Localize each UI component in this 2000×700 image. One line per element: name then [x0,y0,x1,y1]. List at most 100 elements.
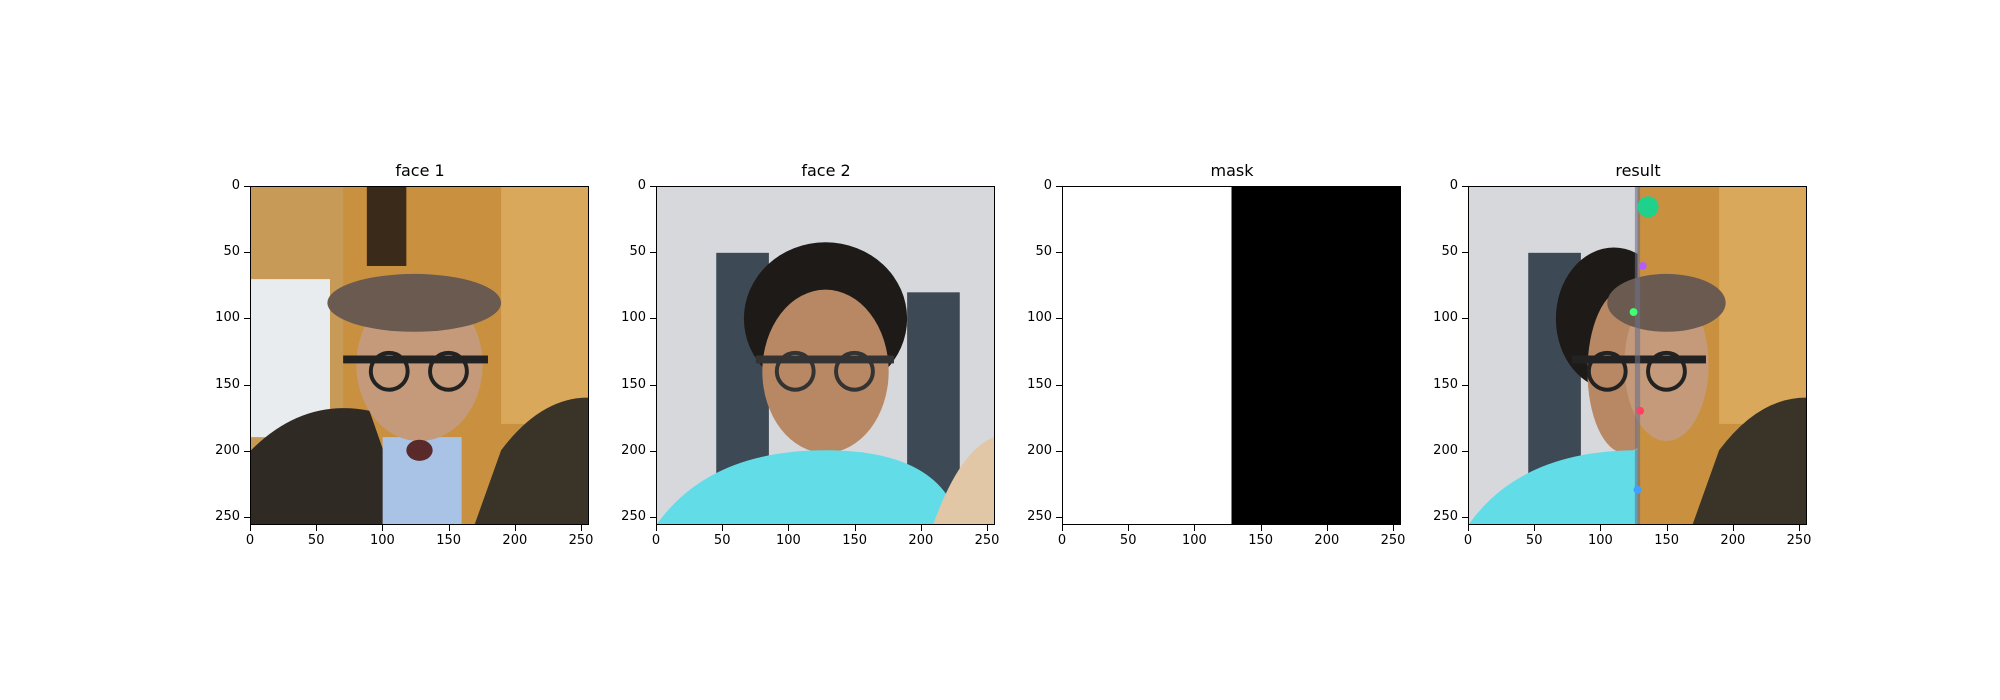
x-tick-label: 250 [1380,533,1406,548]
x-tick-label: 200 [908,533,934,548]
x-tick-label: 150 [842,533,868,548]
image-mask [1062,186,1401,525]
y-tick-mark [1462,384,1468,386]
y-tick-mark [1056,318,1062,320]
panel-title-face2: face 2 [801,161,851,180]
x-tick-mark [1326,525,1328,531]
x-tick-label: 100 [370,533,395,548]
y-tick-mark [650,252,656,254]
y-tick-label: 150 [215,376,240,392]
y-tick-mark [1056,384,1062,386]
y-tick-mark [1462,318,1468,320]
x-tick-label: 50 [1525,533,1543,548]
x-tick-mark [1468,525,1469,531]
x-tick-label: 50 [713,533,731,548]
x-tick-mark [448,525,450,531]
x-tick-label: 100 [1182,533,1207,548]
y-tick-label: 0 [1043,178,1052,193]
x-tick-label: 0 [651,533,661,548]
x-tick-mark [1260,525,1262,531]
y-tick-mark [1056,252,1062,254]
x-tick-label: 200 [1720,533,1746,548]
x-tick-label: 0 [245,533,255,548]
y-tick-mark [1462,252,1468,254]
x-tick-mark [250,525,251,531]
x-tick-label: 150 [436,533,462,548]
image-face2 [656,186,995,525]
y-tick-label: 200 [1027,442,1052,458]
y-tick-mark [1462,450,1468,452]
y-tick-label: 0 [231,178,240,193]
y-tick-label: 200 [1433,442,1458,458]
y-tick-mark [1056,450,1062,452]
y-tick-label: 250 [215,509,240,525]
y-tick-mark [650,384,656,386]
x-tick-mark [1534,525,1536,531]
y-tick-mark [650,517,656,519]
x-tick-mark [1194,525,1196,531]
y-tick-mark [244,384,250,386]
x-tick-mark [788,525,790,531]
y-tick-label: 100 [215,310,240,326]
x-tick-mark [987,525,989,531]
y-tick-mark [244,186,250,187]
panel-title-result: result [1615,161,1661,180]
x-tick-label: 150 [1654,533,1680,548]
y-tick-mark [650,186,656,187]
x-tick-label: 0 [1057,533,1067,548]
image-result [1468,186,1807,525]
x-tick-label: 250 [568,533,594,548]
x-tick-mark [382,525,384,531]
y-tick-label: 250 [1433,509,1458,525]
y-tick-mark [244,252,250,254]
x-tick-mark [316,525,318,531]
y-tick-label: 0 [637,178,646,193]
x-tick-mark [656,525,657,531]
y-tick-mark [1462,517,1468,519]
x-tick-mark [1062,525,1063,531]
y-tick-label: 150 [1027,376,1052,392]
x-tick-label: 200 [502,533,528,548]
x-tick-mark [514,525,516,531]
y-tick-label: 100 [1027,310,1052,326]
x-tick-label: 250 [1786,533,1812,548]
x-tick-mark [1600,525,1602,531]
y-tick-mark [244,318,250,320]
image-face1 [250,186,589,525]
x-tick-label: 100 [776,533,801,548]
y-tick-label: 200 [215,442,240,458]
x-tick-label: 100 [1588,533,1613,548]
y-tick-label: 150 [1433,376,1458,392]
y-tick-label: 150 [621,376,646,392]
y-tick-mark [244,450,250,452]
y-tick-label: 0 [1449,178,1458,193]
y-tick-label: 50 [1035,244,1052,260]
x-tick-mark [581,525,583,531]
x-tick-mark [1128,525,1130,531]
x-tick-mark [1666,525,1668,531]
panel-title-face1: face 1 [395,161,445,180]
y-tick-label: 200 [621,442,646,458]
x-tick-mark [1393,525,1395,531]
x-tick-label: 50 [1119,533,1137,548]
y-tick-mark [1462,186,1468,187]
x-tick-label: 200 [1314,533,1340,548]
y-tick-label: 100 [1433,310,1458,326]
y-tick-mark [650,450,656,452]
y-tick-mark [1056,517,1062,519]
y-tick-label: 50 [1441,244,1458,260]
x-tick-label: 150 [1248,533,1274,548]
x-tick-mark [920,525,922,531]
x-tick-label: 0 [1463,533,1473,548]
x-tick-mark [722,525,724,531]
x-tick-mark [1799,525,1801,531]
y-tick-mark [244,517,250,519]
y-tick-label: 250 [1027,509,1052,525]
y-tick-mark [650,318,656,320]
y-tick-label: 50 [223,244,240,260]
x-tick-mark [1732,525,1734,531]
y-tick-label: 100 [621,310,646,326]
y-tick-mark [1056,186,1062,187]
x-tick-mark [854,525,856,531]
